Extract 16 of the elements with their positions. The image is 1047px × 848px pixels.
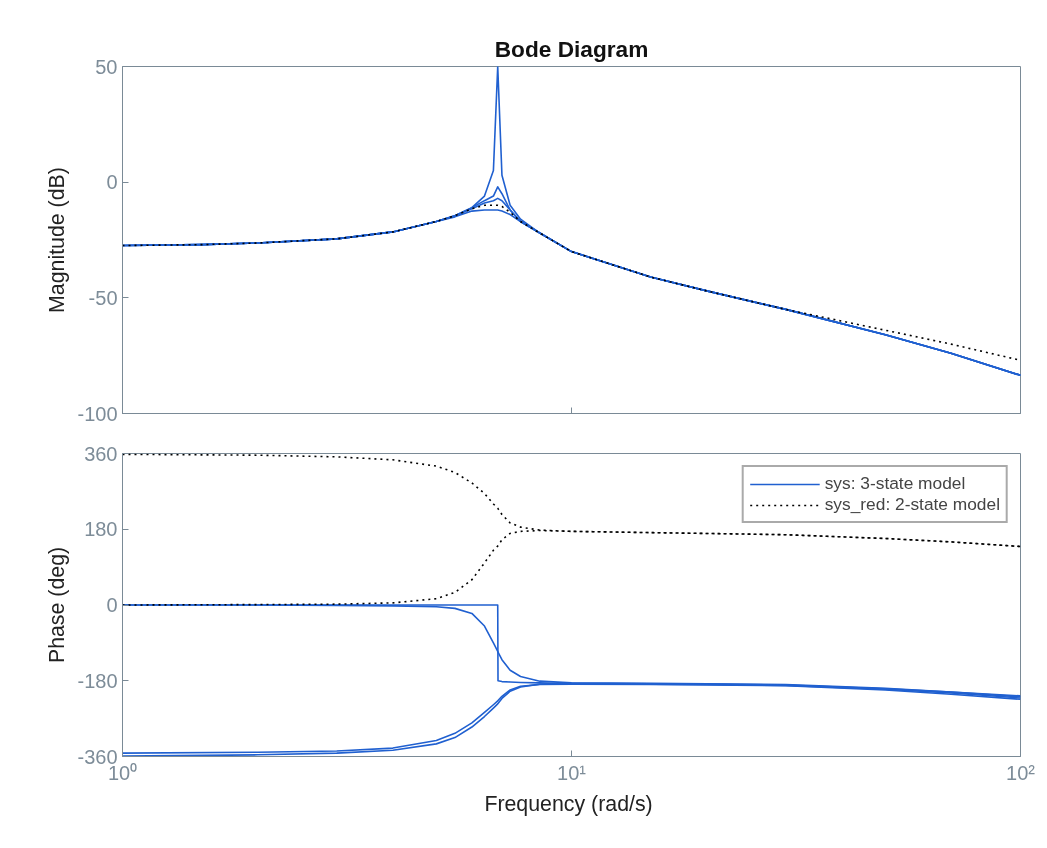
legend-label: sys: 3-state model xyxy=(824,473,966,494)
x-axis-title: Frequency (rad/s) xyxy=(484,791,653,816)
y-tick-label: 50 xyxy=(95,55,118,78)
x-tick-label: 10¹ xyxy=(557,761,587,784)
y-tick-label: -180 xyxy=(77,669,118,692)
chart-title: Bode Diagram xyxy=(494,35,649,62)
y-tick-label: 0 xyxy=(106,171,118,194)
y-tick-label: 360 xyxy=(84,442,118,465)
x-tick-label: 10² xyxy=(1006,761,1036,784)
y-tick-label: -50 xyxy=(88,286,118,309)
y-tick-label: -100 xyxy=(77,402,118,425)
y-tick-label: 180 xyxy=(84,518,118,541)
y-tick-label: 0 xyxy=(106,594,118,616)
y-axis-title: Phase (deg) xyxy=(45,546,70,664)
y-axis-title: Magnitude (dB) xyxy=(45,167,70,313)
legend-label: sys_red: 2-state model xyxy=(824,494,1000,515)
